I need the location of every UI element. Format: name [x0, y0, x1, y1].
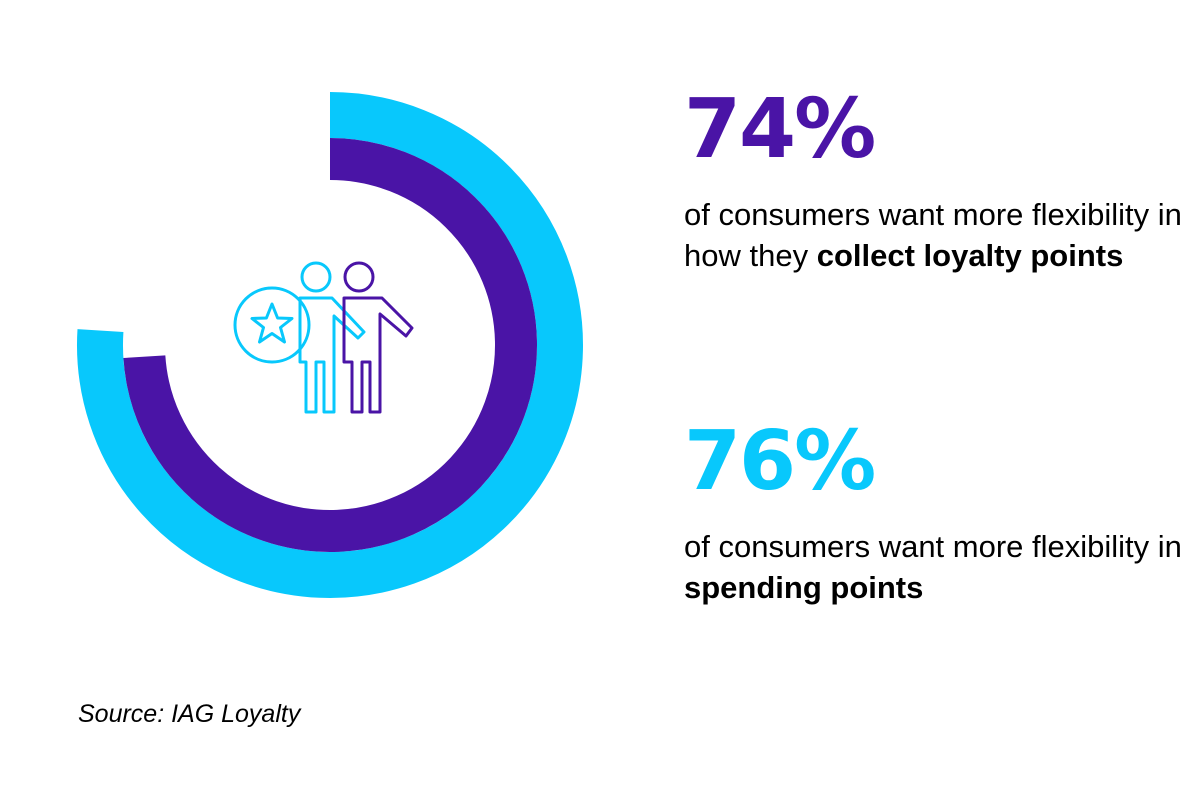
person-head-purple: [343, 261, 375, 293]
stat-description: of consumers want more flexibility in ho…: [684, 194, 1184, 276]
stat-description-regular: of consumers want more flexibility in ho…: [684, 197, 1182, 273]
star-icon: [250, 302, 294, 344]
people-with-star-badge-icon: [233, 261, 414, 414]
stat-spending-points: 76% of consumers want more flexibility i…: [684, 414, 1184, 608]
person-body-cyan: [298, 296, 366, 414]
stat-description-regular: of consumers want more flexibility in: [684, 529, 1182, 564]
stat-value: 74%: [684, 82, 876, 177]
stat-description: of consumers want more flexibility in sp…: [684, 526, 1184, 608]
stat-collect-points: 74% of consumers want more flexibility i…: [684, 82, 1184, 276]
donut-arc-inner: [123, 138, 537, 552]
donut-arc-outer: [77, 92, 583, 598]
stat-description-bold: collect loyalty points: [816, 238, 1124, 273]
stat-value: 76%: [684, 414, 876, 509]
person-head-cyan: [300, 261, 332, 293]
source-note: Source: IAG Loyalty: [78, 700, 301, 728]
badge-circle: [233, 286, 311, 364]
person-body-purple: [342, 296, 414, 414]
stat-description-bold: spending points: [684, 570, 924, 605]
donut-chart: [77, 92, 583, 598]
donut-rings: [77, 92, 583, 598]
